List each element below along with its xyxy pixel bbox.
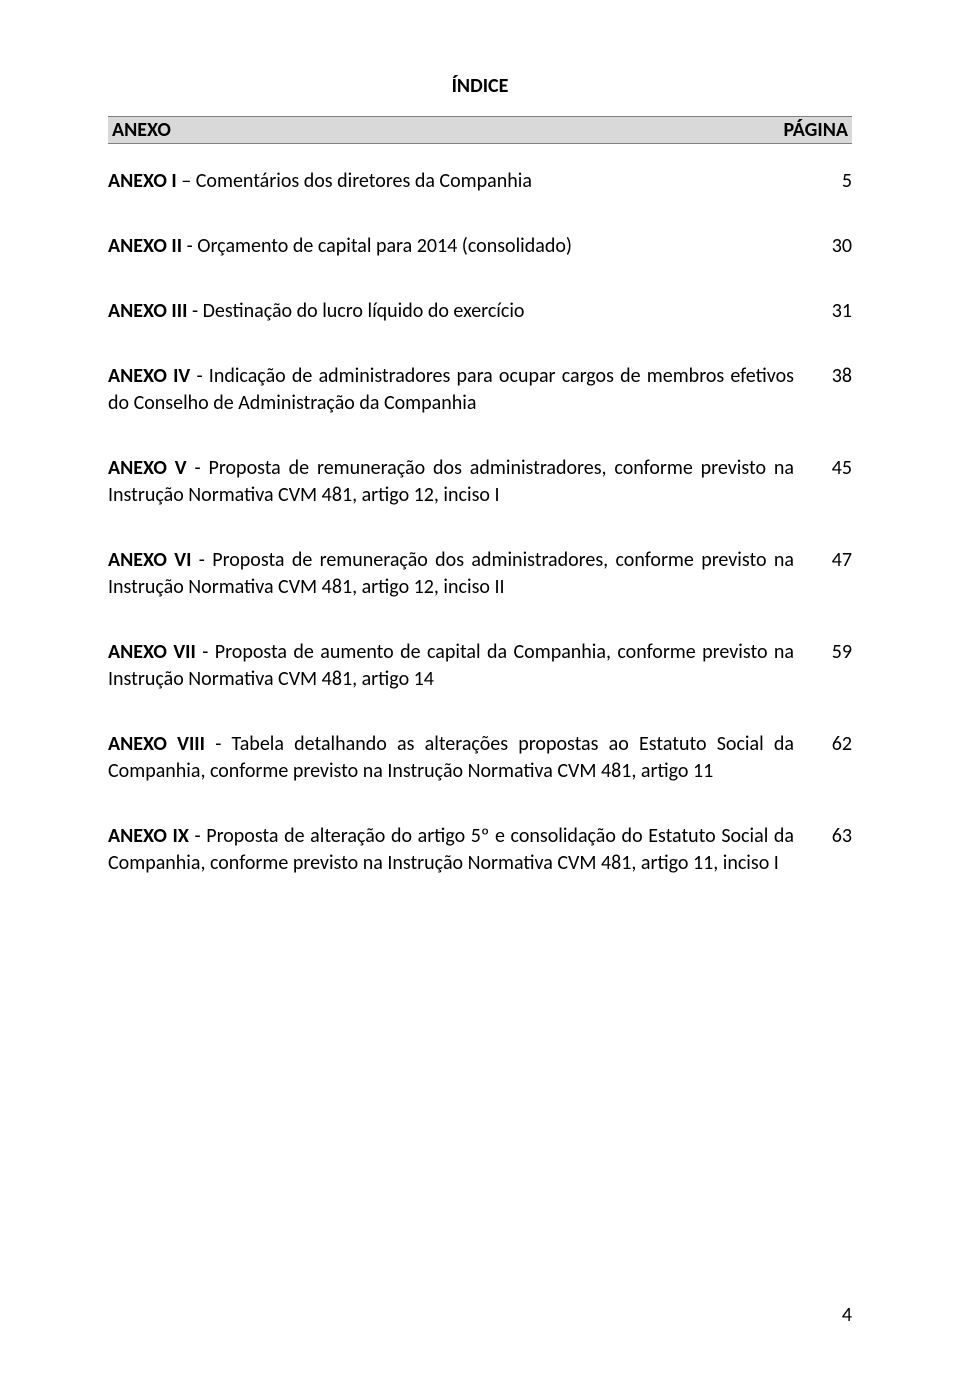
- entry-text: ANEXO VI - Proposta de remuneração dos a…: [108, 547, 822, 601]
- entry-bold: ANEXO VI: [108, 548, 191, 572]
- entry-text: ANEXO III - Destinação do lucro líquido …: [108, 298, 822, 325]
- entry-page: 62: [822, 731, 852, 758]
- entry-text: ANEXO VIII - Tabela detalhando as altera…: [108, 731, 822, 785]
- entry-text: ANEXO II - Orçamento de capital para 201…: [108, 233, 822, 260]
- entry-page: 38: [822, 363, 852, 390]
- entry-text: ANEXO IV - Indicação de administradores …: [108, 363, 822, 417]
- entry-bold: ANEXO VII: [108, 640, 196, 664]
- entry-text: ANEXO I – Comentários dos diretores da C…: [108, 168, 822, 195]
- page-title: ÍNDICE: [108, 74, 852, 98]
- index-header-row: ANEXO PÁGINA: [108, 116, 852, 144]
- entry-rest: - Proposta de aumento de capital da Comp…: [108, 640, 794, 691]
- entry-rest: - Destinação do lucro líquido do exercíc…: [187, 299, 524, 323]
- entry-page: 63: [822, 823, 852, 850]
- entry-page: 47: [822, 547, 852, 574]
- entry-text: ANEXO V - Proposta de remuneração dos ad…: [108, 455, 822, 509]
- entry-page: 31: [822, 298, 852, 325]
- entry-rest: - Proposta de alteração do artigo 5º e c…: [108, 824, 794, 875]
- index-entry: ANEXO IX - Proposta de alteração do arti…: [108, 823, 852, 877]
- header-pagina: PÁGINA: [783, 118, 848, 142]
- entry-rest: – Comentários dos diretores da Companhia: [177, 169, 532, 193]
- entry-page: 45: [822, 455, 852, 482]
- index-entry: ANEXO VIII - Tabela detalhando as altera…: [108, 731, 852, 785]
- index-entry: ANEXO V - Proposta de remuneração dos ad…: [108, 455, 852, 509]
- entry-rest: - Proposta de remuneração dos administra…: [108, 548, 794, 599]
- entry-rest: - Orçamento de capital para 2014 (consol…: [182, 234, 572, 258]
- index-entry: ANEXO VII - Proposta de aumento de capit…: [108, 639, 852, 693]
- document-page: ÍNDICE ANEXO PÁGINA ANEXO I – Comentário…: [0, 0, 960, 1377]
- index-entry: ANEXO IV - Indicação de administradores …: [108, 363, 852, 417]
- entry-text: ANEXO VII - Proposta de aumento de capit…: [108, 639, 822, 693]
- entry-page: 59: [822, 639, 852, 666]
- entry-bold: ANEXO IX: [108, 824, 189, 848]
- index-entry: ANEXO VI - Proposta de remuneração dos a…: [108, 547, 852, 601]
- index-entry: ANEXO II - Orçamento de capital para 201…: [108, 233, 852, 260]
- page-number: 4: [842, 1303, 852, 1327]
- index-entry: ANEXO I – Comentários dos diretores da C…: [108, 168, 852, 195]
- header-anexo: ANEXO: [112, 118, 171, 142]
- entry-page: 30: [822, 233, 852, 260]
- entry-rest: - Tabela detalhando as alterações propos…: [108, 732, 794, 783]
- entry-rest: - Indicação de administradores para ocup…: [108, 364, 794, 415]
- entry-bold: ANEXO II: [108, 234, 182, 258]
- entry-bold: ANEXO III: [108, 299, 187, 323]
- entry-bold: ANEXO VIII: [108, 732, 205, 756]
- entry-rest: - Proposta de remuneração dos administra…: [108, 456, 794, 507]
- entry-bold: ANEXO V: [108, 456, 187, 480]
- entry-page: 5: [822, 168, 852, 195]
- entry-bold: ANEXO IV: [108, 364, 190, 388]
- index-entry: ANEXO III - Destinação do lucro líquido …: [108, 298, 852, 325]
- entry-text: ANEXO IX - Proposta de alteração do arti…: [108, 823, 822, 877]
- entry-bold: ANEXO I: [108, 169, 177, 193]
